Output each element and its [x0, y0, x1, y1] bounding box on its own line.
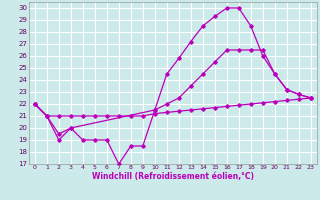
X-axis label: Windchill (Refroidissement éolien,°C): Windchill (Refroidissement éolien,°C)	[92, 172, 254, 181]
